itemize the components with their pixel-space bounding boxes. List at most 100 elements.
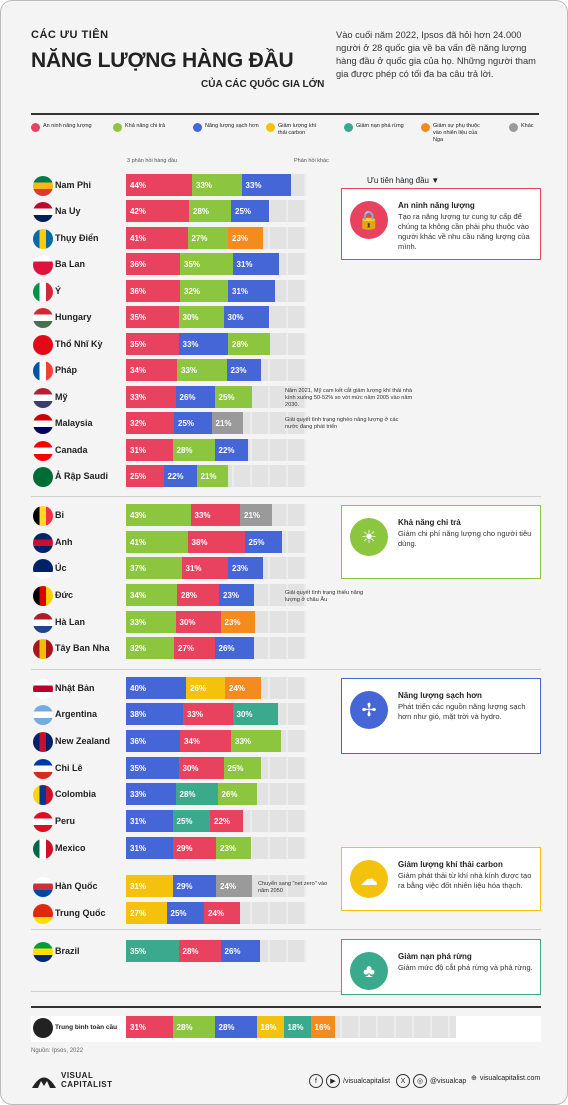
- bar-segment-deforest: 35%: [126, 940, 179, 962]
- bar-segment-afford: 37%: [126, 557, 182, 579]
- youtube-icon[interactable]: ▶: [326, 1074, 340, 1088]
- infobox-title: An ninh năng lượng: [398, 201, 475, 210]
- country-name: Ý: [55, 286, 62, 296]
- infobox-description: Giảm chi phí năng lượng cho người tiêu d…: [398, 529, 532, 548]
- bar-segment-clean: 31%: [228, 280, 275, 302]
- country-row: Hà Lan 33% 30% 23%: [31, 611, 541, 635]
- country-name: Canada: [55, 445, 88, 455]
- flag-icon: [33, 441, 53, 461]
- bar-segment-security: 33%: [183, 703, 233, 725]
- legend-item-russia: Giảm sự phụ thuộc vào nhiên liệu của Nga: [421, 123, 488, 144]
- country-name: Mỹ: [55, 392, 68, 402]
- wind-turbine-icon: ✢: [350, 691, 388, 729]
- flag-icon: [33, 282, 53, 302]
- bar-segment-deforest: 30%: [232, 703, 278, 725]
- instagram-icon[interactable]: ◎: [413, 1074, 427, 1088]
- bar-segment-security: 31%: [181, 557, 228, 579]
- bar-segment-security: 41%: [126, 227, 188, 249]
- bar-segment-afford: 21%: [196, 465, 228, 487]
- flag-icon: [33, 613, 53, 633]
- bar-track: 35% 30% 30%: [126, 306, 306, 328]
- country-row: Pháp 34% 33% 23%: [31, 359, 541, 383]
- bar-segment-security: 24%: [204, 902, 240, 924]
- bar-segment-carbon: 26%: [186, 677, 225, 699]
- website-link[interactable]: ⊕ visualcapitalist.com: [471, 1074, 541, 1083]
- bar-track: 37% 31% 23%: [126, 557, 306, 579]
- annotation-korea: Chuyển sang "net zero" vào năm 2050: [258, 881, 328, 894]
- country-name: Anh: [55, 537, 73, 547]
- country-row: Na Uy 42% 28% 25%: [31, 200, 541, 224]
- country-row: Brazil 35% 28% 26%: [31, 940, 541, 964]
- bar-track: 34% 28% 23%: [126, 584, 306, 606]
- bar-track: 36% 35% 31%: [126, 253, 306, 275]
- group-divider: [31, 496, 541, 497]
- bar-segment-clean: 22%: [214, 439, 248, 461]
- flag-icon: [33, 229, 53, 249]
- country-name: Nhật Bản: [55, 683, 95, 693]
- bar-segment-clean: 23%: [228, 557, 263, 579]
- bar-segment-afford: 43%: [126, 504, 191, 526]
- bar-segment-security: 38%: [187, 531, 245, 553]
- infobox-tree: ♣ Giảm nạn phá rừng Giảm mức độ cắt phá rừ…: [341, 939, 541, 995]
- country-row: Colombia 33% 28% 26%: [31, 783, 541, 807]
- facebook-icon[interactable]: f: [309, 1074, 323, 1088]
- country-name: Trung bình toàn cầu: [55, 1024, 118, 1031]
- country-name: Brazil: [55, 946, 80, 956]
- infobox-lock: 🔒 An ninh năng lượng Tạo ra năng lượng tự …: [341, 188, 541, 260]
- bar-segment-clean: 26%: [220, 940, 260, 962]
- bar-segment-security: 33%: [126, 386, 176, 408]
- social-handle-2: @visualcap: [430, 1077, 467, 1085]
- country-name: Trung Quốc: [55, 908, 106, 918]
- country-row: Ý 36% 32% 31%: [31, 280, 541, 304]
- country-row: Canada 31% 28% 22%: [31, 439, 541, 463]
- bar-segment-clean: 23%: [226, 359, 261, 381]
- bar-track: 35% 28% 26%: [126, 940, 306, 962]
- social-x-instagram[interactable]: X ◎ @visualcap: [396, 1074, 466, 1088]
- footer-rule: [31, 1006, 541, 1008]
- bar-segment-afford: 28%: [189, 200, 231, 222]
- bar-segment-afford: 28%: [228, 333, 270, 355]
- bar-segment-deforest: 28%: [175, 783, 218, 805]
- bar-segment-security: 34%: [126, 359, 177, 381]
- bar-segment-afford: 34%: [126, 584, 177, 606]
- bar-segment-clean: 25%: [244, 531, 282, 553]
- bar-segment-clean: 31%: [126, 837, 173, 859]
- x-icon[interactable]: X: [396, 1074, 410, 1088]
- bar-segment-afford: 23%: [216, 837, 251, 859]
- header: CÁC ƯU TIÊN NĂNG LƯỢNG HÀNG ĐẦU CỦA CÁC …: [31, 29, 541, 99]
- flag-icon: [33, 839, 53, 859]
- country-row: Tây Ban Nha 32% 27% 26%: [31, 637, 541, 661]
- country-row: Đức 34% 28% 23%: [31, 584, 541, 608]
- bar-track: 31% 29% 24%: [126, 875, 306, 897]
- bar-segment-carbon: 27%: [126, 902, 167, 924]
- country-name: Peru: [55, 816, 76, 826]
- country-name: Ả Rập Saudi: [55, 471, 109, 481]
- bar-segment-clean: 25%: [174, 412, 212, 434]
- bar-segment-deforest: 18%: [283, 1016, 311, 1038]
- site-url[interactable]: visualcapitalist.com: [479, 1074, 541, 1082]
- flag-icon: [33, 759, 53, 779]
- bar-segment-security: 29%: [172, 837, 216, 859]
- bar-track: 31% 29% 23%: [126, 837, 306, 859]
- globe-icon: ⊕: [471, 1075, 477, 1082]
- bar-track: 34% 33% 23%: [126, 359, 306, 381]
- bar-track: 41% 38% 25%: [126, 531, 306, 553]
- legend-label: Giảm nạn phá rừng: [356, 123, 404, 129]
- flag-icon: [33, 335, 53, 355]
- country-row: Anh 41% 38% 25%: [31, 531, 541, 555]
- bar-segment-afford: 25%: [223, 757, 261, 779]
- country-name: Mexico: [55, 843, 86, 853]
- country-row: Argentina 38% 33% 30%: [31, 703, 541, 727]
- legend-swatch: [113, 123, 122, 132]
- bar-segment-clean: 31%: [232, 253, 279, 275]
- bar-track: 25% 22% 21%: [126, 465, 306, 487]
- social-facebook-youtube[interactable]: f ▶ /visualcapitalist: [309, 1074, 390, 1088]
- annotation-us: Năm 2021, Mỹ cam kết cắt giảm lượng khí …: [285, 388, 413, 408]
- bar-track: 35% 33% 28%: [126, 333, 306, 355]
- flag-icon: [33, 467, 53, 487]
- bar-segment-security: 36%: [126, 280, 180, 302]
- infobox-title: Giảm lượng khí thải carbon: [398, 860, 503, 869]
- bar-segment-afford: 27%: [187, 227, 228, 249]
- flag-icon: [33, 812, 53, 832]
